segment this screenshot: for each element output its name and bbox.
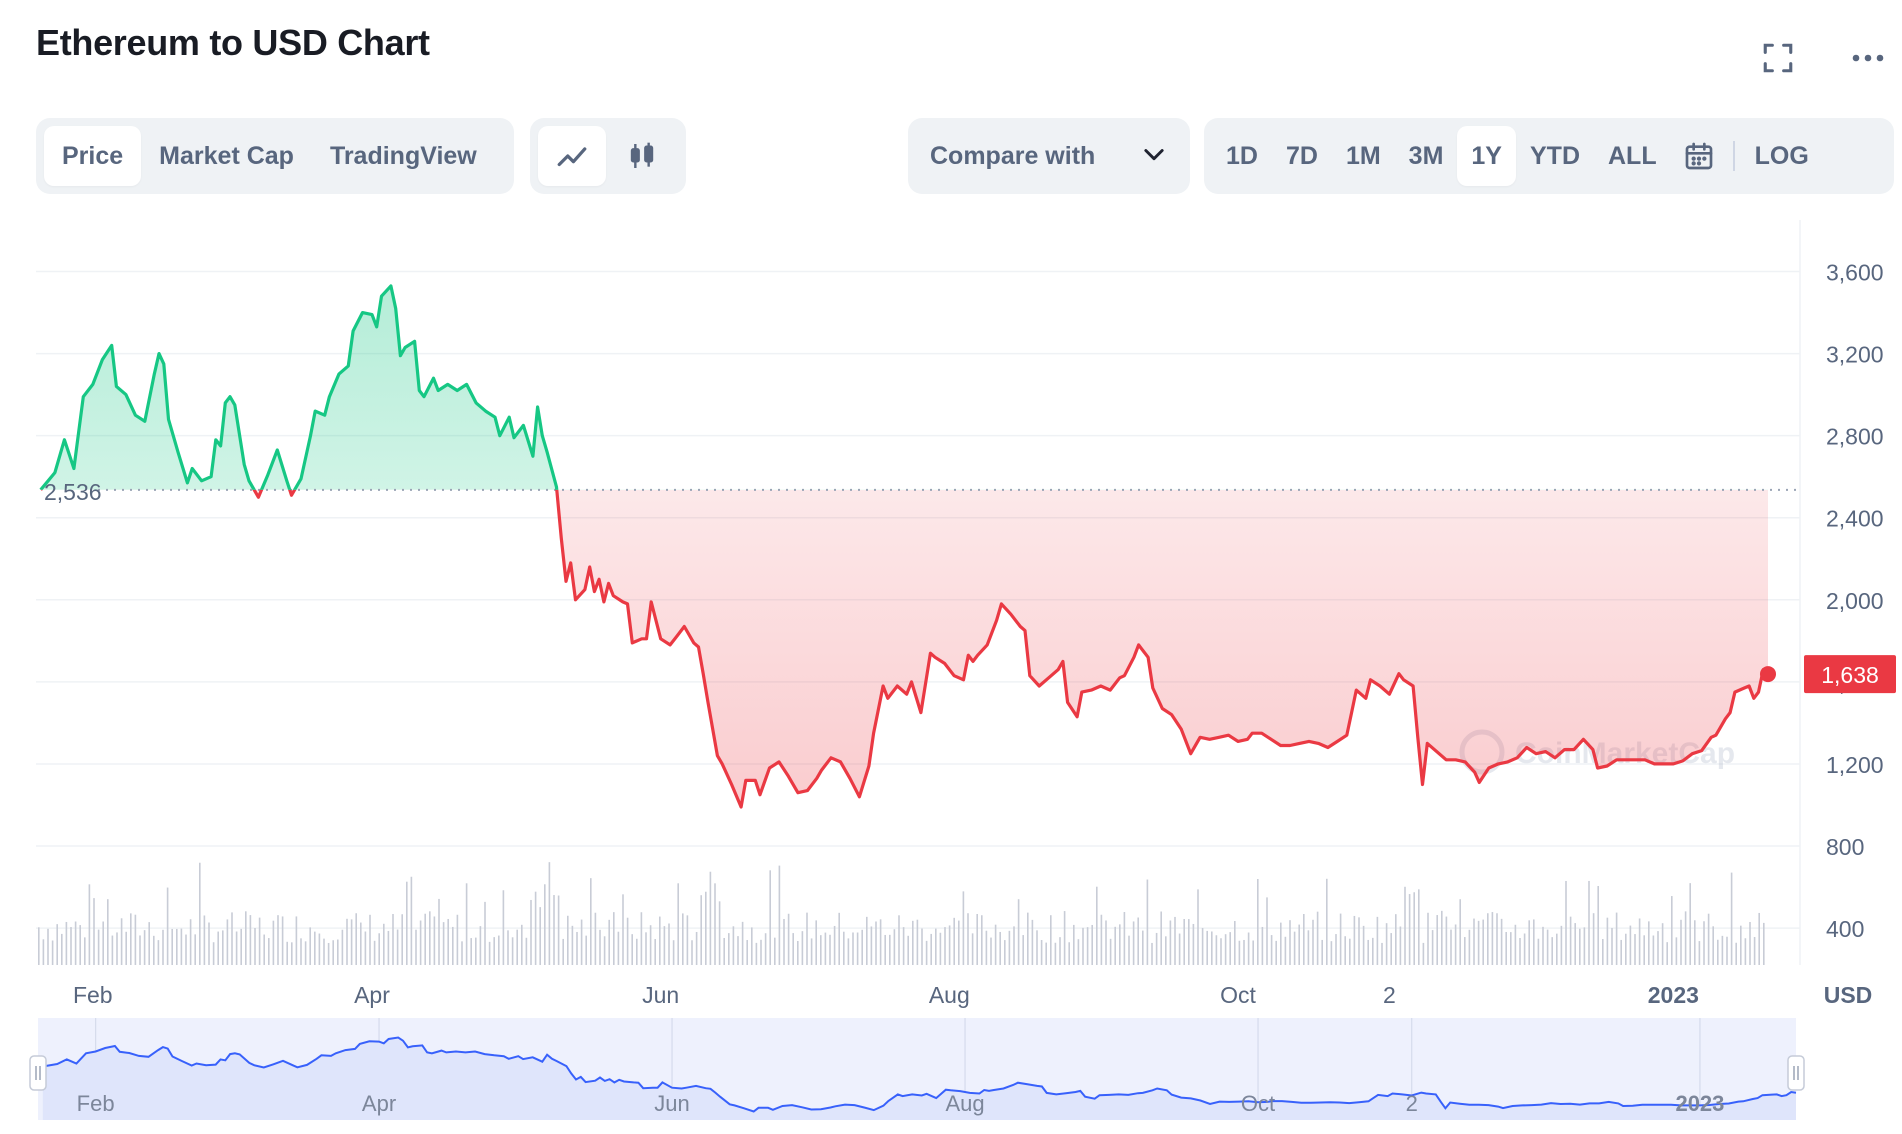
page-title: Ethereum to USD Chart [36,22,430,63]
price-area-down [254,489,1768,807]
log-toggle[interactable]: LOG [1754,141,1809,170]
currency-label: USD [1824,982,1873,1008]
y-tick-label: 2,000 [1826,588,1884,614]
navigator-tick-label: Feb [77,1091,115,1116]
last-price-dot [1760,666,1776,683]
price-line-down [40,489,1770,809]
range-ytd[interactable]: YTD [1530,141,1580,170]
navigator-handle-left[interactable] [29,1055,47,1091]
baseline-label: 2,536 [44,479,102,505]
y-tick-label: 2,800 [1826,424,1884,450]
navigator-area [42,1037,1796,1120]
last-price-badge [1804,655,1896,694]
tab-tradingview[interactable]: TradingView [329,141,477,170]
y-tick-label: 2,400 [1826,506,1884,532]
price-line-up [39,284,559,490]
navigator-line [42,1036,1797,1113]
chevron-down-icon [1140,140,1168,173]
navigator-handle-right[interactable] [1787,1055,1805,1091]
x-tick-label: Apr [354,982,390,1008]
x-tick-label: Feb [73,982,113,1008]
volume-bars [38,862,1765,965]
last-price-label: 1,638 [1821,662,1879,688]
calendar-icon[interactable] [1671,126,1727,186]
y-tick-label: 3,600 [1826,260,1884,286]
expand-icon[interactable] [1758,38,1798,78]
navigator-tick-label: Apr [362,1091,396,1116]
price-area-up [40,285,1768,490]
price-chart[interactable]: 4008001,2001,6002,0002,4002,8003,2003,60… [0,210,1902,1010]
navigator-tick-label: 2023 [1675,1091,1724,1116]
tab-market-cap[interactable]: Market Cap [159,141,294,170]
x-tick-label: Aug [929,982,970,1008]
y-tick-label: 1,200 [1826,752,1884,778]
range-3m[interactable]: 3M [1408,141,1444,170]
range-all[interactable]: ALL [1608,141,1657,170]
x-tick-label: 2023 [1648,982,1699,1008]
candlestick-icon[interactable] [606,126,678,186]
x-tick-label: Oct [1220,982,1256,1008]
y-tick-label: 800 [1826,834,1864,860]
view-tabs: Price Market Cap TradingView [36,118,514,194]
navigator-tick-label: 2 [1406,1091,1418,1116]
range-1y[interactable]: 1Y [1457,126,1516,186]
navigator-tick-label: Aug [945,1091,984,1116]
navigator-tick-label: Oct [1241,1091,1275,1116]
range-7d[interactable]: 7D [1285,141,1318,170]
range-selector: 1D 7D 1M 3M 1Y YTD ALL LOG [1204,118,1894,194]
more-dots-icon[interactable] [1848,38,1888,78]
line-chart-icon[interactable] [538,126,606,186]
tab-price[interactable]: Price [44,126,142,186]
compare-with-label: Compare with [930,141,1096,170]
range-divider [1732,141,1735,171]
chart-type-toggle [530,118,686,194]
range-1m[interactable]: 1M [1345,141,1381,170]
range-navigator[interactable]: Feb Apr Jun Aug Oct 2 2023 [0,1010,1902,1134]
x-tick-label: Jun [642,982,679,1008]
range-1d[interactable]: 1D [1226,141,1258,170]
navigator-tick-label: Jun [654,1091,689,1116]
x-tick-label: 2 [1383,982,1396,1008]
y-tick-label: 3,200 [1826,342,1884,368]
compare-with-dropdown[interactable]: Compare with [908,118,1190,194]
y-tick-label: 400 [1826,916,1864,942]
